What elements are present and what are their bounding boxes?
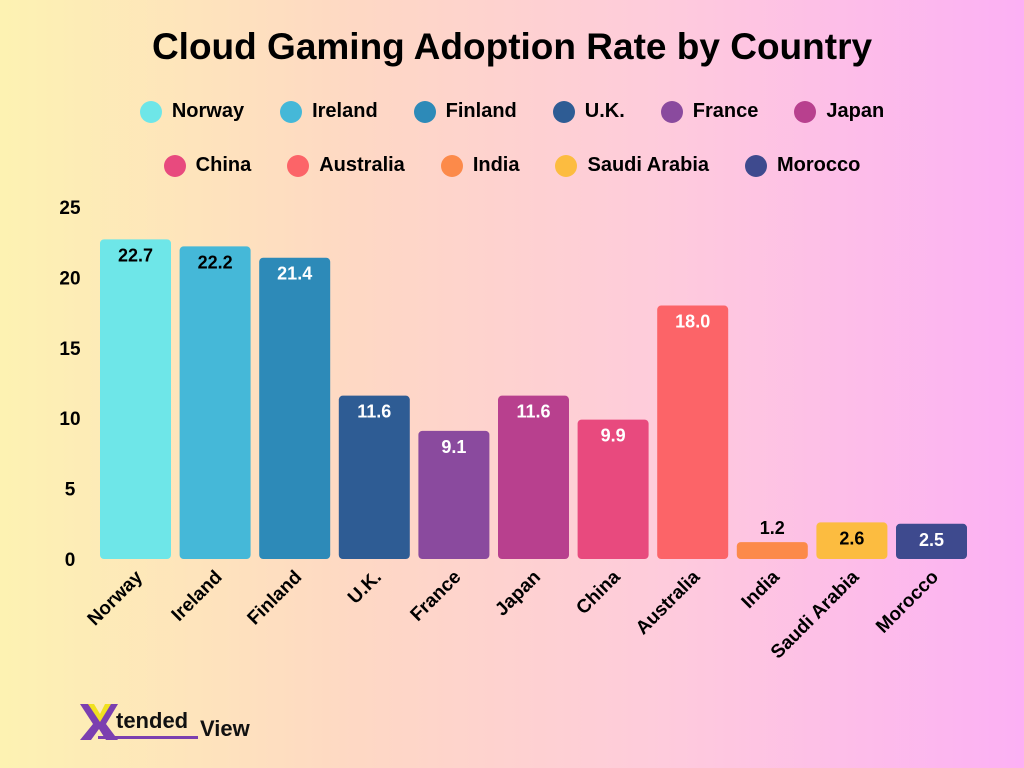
y-tick-label: 25 xyxy=(59,198,81,219)
y-tick-label: 5 xyxy=(65,480,76,501)
y-tick-label: 0 xyxy=(65,550,76,571)
x-tick-label: Japan xyxy=(491,567,545,621)
x-tick-label: Finland xyxy=(244,567,307,630)
legend-swatch xyxy=(413,100,436,123)
data-label: 18.0 xyxy=(675,312,710,332)
legend-label: Norway xyxy=(171,100,245,122)
x-tick-label: U.K. xyxy=(344,567,386,609)
legend-swatch xyxy=(440,154,463,177)
bar xyxy=(418,430,490,559)
data-label: 9.9 xyxy=(601,426,626,446)
data-label: 2.6 xyxy=(839,528,864,548)
bar xyxy=(338,395,410,559)
legend-item: Ireland xyxy=(280,100,378,123)
legend-item: China xyxy=(163,154,252,177)
legend-swatch xyxy=(280,100,303,123)
x-tick-label: Ireland xyxy=(168,567,227,626)
x-tick-label: Morocco xyxy=(872,567,943,638)
legend-row-2: China Australia India Saudi Arabia Morocco xyxy=(0,154,1024,177)
legend-swatch xyxy=(139,100,162,123)
data-label: 11.6 xyxy=(357,402,391,422)
bar xyxy=(736,542,808,559)
legend-swatch xyxy=(745,154,767,177)
legend-item: Saudi Arabia xyxy=(555,154,709,177)
legend-swatch xyxy=(794,100,817,123)
bar xyxy=(179,246,251,559)
svg-text:View: View xyxy=(200,716,251,741)
bar xyxy=(577,419,649,559)
legend-item: Morocco xyxy=(745,154,860,177)
legend-label: China xyxy=(195,154,252,176)
x-tick-label: France xyxy=(407,567,466,626)
data-label: 11.6 xyxy=(516,402,550,422)
bar-chart: 0 5 10 15 20 25 22.7 Norway 22.2 Ireland 21.4 Finla… xyxy=(59,198,967,663)
data-label: 22.7 xyxy=(118,245,153,265)
legend-label: Ireland xyxy=(312,100,378,122)
data-label: 2.5 xyxy=(919,530,944,550)
legend-item: Finland xyxy=(413,100,517,123)
legend-item: France xyxy=(660,100,759,123)
legend-label: France xyxy=(692,100,759,122)
x-tick-label: Australia xyxy=(632,566,705,639)
legend-item: Australia xyxy=(287,154,405,177)
legend-label: India xyxy=(472,154,520,176)
bar xyxy=(259,257,331,559)
bar xyxy=(896,523,967,559)
legend-item: U.K. xyxy=(552,100,625,123)
legend-item: Norway xyxy=(139,100,245,123)
data-label: 21.4 xyxy=(277,264,312,284)
xtendedview-logo: tended View xyxy=(80,704,251,741)
bar xyxy=(498,395,569,559)
legend-swatch xyxy=(552,100,575,123)
x-tick-label: China xyxy=(572,566,624,618)
x-tick-label: India xyxy=(738,566,785,613)
legend-swatch xyxy=(287,154,310,177)
bar xyxy=(100,239,171,559)
legend-label: Finland xyxy=(445,100,517,122)
legend-swatch xyxy=(660,100,683,123)
data-label: 22.2 xyxy=(198,252,233,272)
bar xyxy=(657,305,729,559)
legend-row-1: Norway Ireland Finland U.K. France Japan xyxy=(0,100,1024,123)
data-label: 1.2 xyxy=(760,518,785,538)
legend-swatch xyxy=(555,154,578,177)
bar xyxy=(816,522,888,559)
legend-item: India xyxy=(440,154,520,177)
legend-label: Saudi Arabia xyxy=(587,154,709,176)
legend-label: Japan xyxy=(826,100,885,122)
y-tick-label: 15 xyxy=(59,339,81,360)
svg-text:tended: tended xyxy=(116,708,188,733)
data-label: 9.1 xyxy=(441,437,466,457)
legend-label: U.K. xyxy=(584,100,625,122)
legend-label: Australia xyxy=(319,154,405,176)
legend-label: Morocco xyxy=(777,154,861,176)
legend-item: Japan xyxy=(794,100,884,123)
chart-title: Cloud Gaming Adoption Rate by Country xyxy=(151,26,873,67)
legend-swatch xyxy=(163,154,186,177)
y-tick-label: 20 xyxy=(59,268,80,289)
x-tick-label: Norway xyxy=(84,566,148,630)
y-tick-label: 10 xyxy=(59,409,80,430)
